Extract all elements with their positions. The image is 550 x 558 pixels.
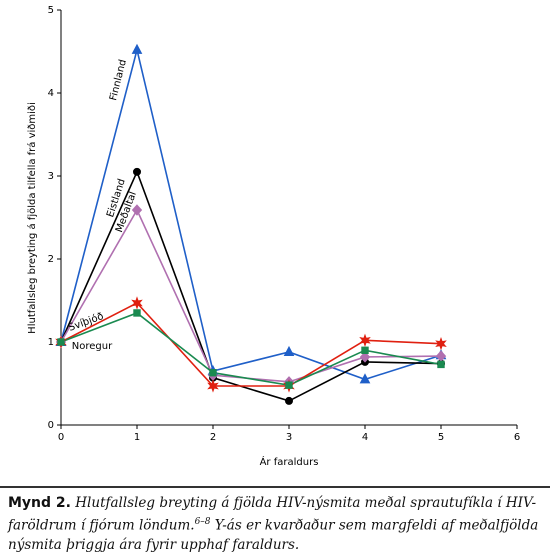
x-axis-label: Ár faraldurs: [260, 455, 319, 468]
marker: [131, 43, 143, 54]
marker: [359, 373, 371, 384]
y-tick-label: 1: [48, 337, 54, 348]
y-tick-label: 5: [48, 5, 54, 16]
marker: [359, 333, 371, 348]
y-tick-label: 2: [48, 254, 54, 265]
y-tick-label: 4: [48, 88, 54, 99]
caption-label: Mynd 2.: [8, 495, 71, 511]
series-line: [60, 301, 442, 387]
y-axis-label: Hlutfallsleg breyting á fjölda tilfella …: [26, 102, 38, 334]
marker: [209, 369, 217, 377]
series-line: [60, 49, 442, 381]
marker: [57, 338, 65, 346]
separator: [0, 486, 550, 488]
marker: [285, 381, 293, 389]
marker: [285, 396, 293, 405]
caption: Mynd 2. Hlutfallsleg breyting á fjölda H…: [8, 494, 544, 555]
chart: Hlutfallsleg breyting á fjölda tilfella …: [26, 5, 520, 468]
marker: [207, 379, 219, 393]
marker: [131, 204, 143, 216]
caption-text: Hlutfallsleg breyting á fjölda HIV-nýsmi…: [8, 495, 537, 534]
x-tick-label: 1: [134, 432, 140, 443]
marker: [131, 296, 143, 310]
x-tick-label: 6: [514, 432, 520, 443]
series-line: [60, 208, 442, 383]
marker: [283, 345, 295, 356]
marker: [435, 350, 447, 362]
caption-text: Y-ás er kvarðaður sem margfeldi af meðal…: [8, 517, 539, 553]
x-tick-label: 2: [210, 432, 216, 443]
marker: [361, 346, 369, 355]
y-tick-label: 0: [48, 420, 54, 431]
marker: [359, 351, 371, 363]
marker: [133, 167, 141, 176]
series-label: Svíþjóð: [67, 310, 105, 334]
marker: [437, 360, 445, 369]
series-line: [60, 169, 442, 402]
series-label: Noregur: [72, 341, 113, 352]
caption-ref: 6–8: [194, 517, 211, 527]
series-line: [60, 312, 442, 386]
marker: [133, 309, 141, 317]
x-tick-label: 3: [286, 432, 292, 443]
marker: [435, 336, 447, 351]
y-tick-label: 3: [48, 171, 54, 182]
x-tick-label: 5: [438, 432, 444, 443]
x-tick-label: 0: [58, 432, 64, 443]
x-tick-label: 4: [362, 432, 368, 443]
